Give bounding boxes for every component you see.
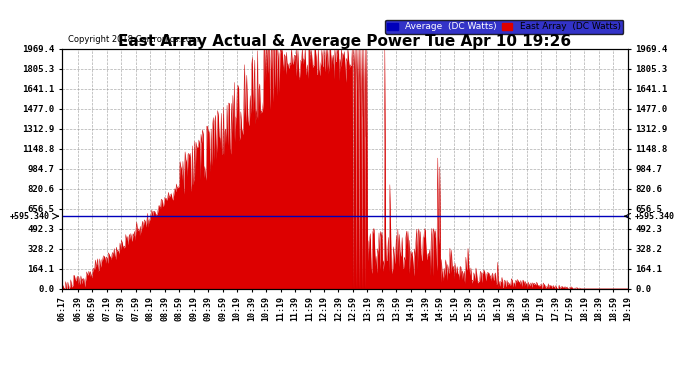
Text: +595.340: +595.340 — [635, 212, 675, 221]
Text: +595.340: +595.340 — [10, 212, 49, 221]
Text: Copyright 2018 Cartronics.com: Copyright 2018 Cartronics.com — [68, 35, 199, 44]
Title: East Array Actual & Average Power Tue Apr 10 19:26: East Array Actual & Average Power Tue Ap… — [119, 34, 571, 49]
Legend: Average  (DC Watts), East Array  (DC Watts): Average (DC Watts), East Array (DC Watts… — [385, 20, 623, 34]
